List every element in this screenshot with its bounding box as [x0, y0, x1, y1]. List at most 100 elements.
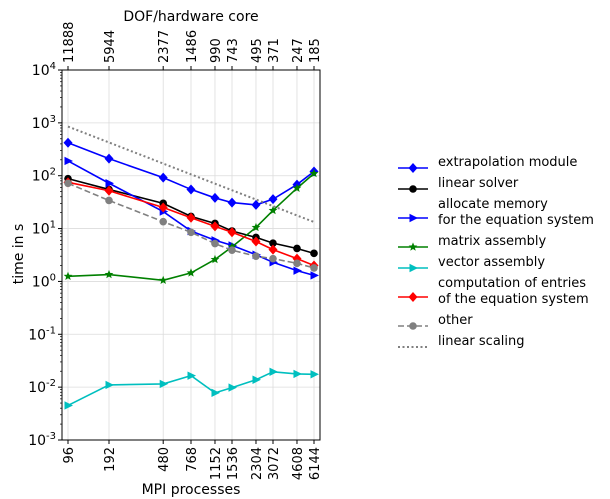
- top-axis-label: DOF/hardware core: [123, 9, 258, 25]
- x-tick-label: 768: [185, 447, 200, 472]
- top-tick-label: 5944: [103, 30, 118, 63]
- data-point: [309, 168, 319, 178]
- data-point: [158, 275, 168, 285]
- data-point: [293, 259, 301, 268]
- data-point: [63, 137, 73, 148]
- data-point: [251, 199, 261, 210]
- data-point: [64, 401, 73, 410]
- y-tick-base: 10: [32, 274, 50, 290]
- legend-entry-7: linear scaling: [398, 334, 525, 349]
- y-tick-label: 10-2: [28, 378, 56, 396]
- top-tick-label: 990: [209, 38, 224, 63]
- data-point: [64, 156, 73, 166]
- legend-marker: [409, 263, 418, 273]
- x-tick-label: 2304: [250, 447, 265, 480]
- legend-entry-6: other: [398, 313, 473, 330]
- top-tick-label: 2377: [157, 30, 172, 63]
- y-tick-exponent: 4: [50, 61, 56, 72]
- data-point: [252, 375, 261, 384]
- top-tick-label: 1486: [185, 30, 200, 63]
- data-point: [187, 228, 195, 237]
- data-point: [268, 244, 278, 255]
- x-tick-label: 3072: [267, 447, 282, 480]
- y-tick-label: 102: [32, 167, 56, 185]
- data-point: [251, 222, 261, 232]
- legend-entry-0: extrapolation module: [398, 155, 577, 173]
- grid: [62, 69, 320, 441]
- data-point: [293, 244, 301, 253]
- series-line: [67, 160, 315, 277]
- data-point: [269, 254, 277, 263]
- legend-marker: [408, 292, 418, 302]
- y-tick-base: 10: [32, 63, 50, 79]
- y-tick-exponent: 0: [50, 272, 56, 283]
- x-tick-label: 96: [62, 447, 77, 464]
- legend-label: matrix assembly: [438, 234, 547, 249]
- legend-marker: [408, 163, 418, 173]
- legend-entry-4: vector assembly: [398, 255, 545, 273]
- legend-marker: [409, 213, 418, 223]
- y-tick-base: 10: [28, 433, 46, 449]
- data-point: [211, 388, 220, 398]
- x-tick-label: 480: [157, 447, 172, 472]
- data-point: [104, 153, 114, 164]
- y-tick-exponent: -3: [46, 431, 56, 442]
- x-tick-label: 1536: [226, 447, 241, 480]
- data-point: [159, 217, 167, 226]
- data-point: [186, 184, 196, 195]
- series-7: [67, 125, 315, 223]
- top-tick-label: 743: [226, 38, 241, 63]
- data-point: [251, 236, 261, 247]
- data-point: [227, 227, 237, 238]
- legend-label: extrapolation module: [438, 155, 577, 170]
- legend-entry-2: allocate memory for the equation system: [398, 197, 594, 228]
- y-axis-label: time in s: [11, 224, 27, 285]
- data-point: [210, 192, 220, 203]
- series-6: [64, 179, 318, 272]
- data-point: [268, 205, 278, 215]
- legend-marker: [408, 242, 418, 251]
- legend-marker: [409, 322, 417, 330]
- data-point: [269, 367, 278, 377]
- x-axis-ticks: 96 192 480 768 1152 1536 2304 3072 4608 6144: [62, 440, 323, 480]
- top-tick-label: 371: [267, 38, 282, 63]
- top-tick-label: 247: [291, 38, 306, 63]
- data-point: [293, 369, 302, 379]
- top-axis-ticks: 11888 5944 2377 1486 990 743 495 371 247 185: [62, 22, 323, 70]
- legend-entry-5: computation of entries of the equation sy…: [398, 276, 589, 307]
- data-point: [105, 179, 114, 188]
- data-point: [227, 197, 237, 208]
- data-point: [252, 252, 260, 261]
- data-point: [63, 271, 73, 281]
- series-4: [64, 367, 319, 410]
- data-point: [187, 371, 196, 380]
- x-tick-label: 6144: [308, 447, 323, 480]
- legend-marker: [409, 185, 417, 193]
- legend-label: vector assembly: [438, 255, 545, 270]
- data-point: [105, 196, 113, 205]
- data-point: [293, 266, 302, 275]
- x-tick-label: 1152: [209, 447, 224, 480]
- y-tick-label: 10-3: [28, 431, 56, 449]
- y-tick-base: 10: [28, 380, 46, 396]
- series-line: [67, 177, 315, 255]
- series-line: [67, 181, 315, 267]
- x-axis-label: MPI processes: [142, 482, 241, 498]
- series-line: [67, 142, 315, 206]
- data-point: [159, 379, 169, 389]
- x-tick-label: 192: [103, 447, 118, 472]
- legend-label: computation of entries of the equation sy…: [438, 276, 589, 307]
- data-point: [292, 183, 302, 192]
- y-tick-exponent: 2: [50, 167, 56, 178]
- y-tick-exponent: -1: [46, 325, 56, 336]
- data-point: [310, 271, 319, 280]
- series-3: [63, 168, 319, 285]
- y-tick-exponent: -2: [46, 378, 56, 389]
- legend-entry-1: linear solver: [398, 176, 519, 193]
- series-0: [63, 137, 319, 210]
- series-lines: [63, 125, 319, 410]
- y-tick-label: 100: [32, 272, 56, 290]
- data-point: [186, 212, 196, 223]
- data-point: [158, 172, 168, 183]
